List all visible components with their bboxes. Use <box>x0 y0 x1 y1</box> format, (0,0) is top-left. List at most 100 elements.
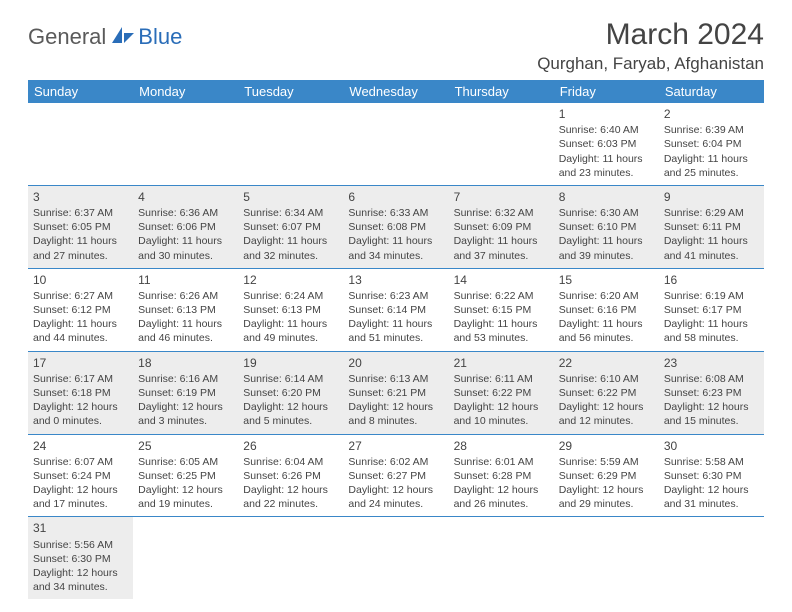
sunrise-text: Sunrise: 6:34 AM <box>243 206 338 220</box>
calendar-day-cell: 3Sunrise: 6:37 AMSunset: 6:05 PMDaylight… <box>28 185 133 268</box>
location: Qurghan, Faryab, Afghanistan <box>537 54 764 74</box>
daylight-line1: Daylight: 12 hours <box>243 483 338 497</box>
calendar-day-cell: 7Sunrise: 6:32 AMSunset: 6:09 PMDaylight… <box>449 185 554 268</box>
daylight-line1: Daylight: 12 hours <box>664 483 759 497</box>
sunset-text: Sunset: 6:23 PM <box>664 386 759 400</box>
sunset-text: Sunset: 6:14 PM <box>348 303 443 317</box>
sunrise-text: Sunrise: 6:20 AM <box>559 289 654 303</box>
sunrise-text: Sunrise: 6:14 AM <box>243 372 338 386</box>
sunset-text: Sunset: 6:09 PM <box>454 220 549 234</box>
sunset-text: Sunset: 6:24 PM <box>33 469 128 483</box>
weekday-header: Friday <box>554 80 659 103</box>
sunset-text: Sunset: 6:29 PM <box>559 469 654 483</box>
calendar-day-cell: 5Sunrise: 6:34 AMSunset: 6:07 PMDaylight… <box>238 185 343 268</box>
sunrise-text: Sunrise: 5:56 AM <box>33 538 128 552</box>
sunrise-text: Sunrise: 6:19 AM <box>664 289 759 303</box>
daylight-line1: Daylight: 11 hours <box>138 234 233 248</box>
day-number: 16 <box>664 272 759 288</box>
sunrise-text: Sunrise: 6:08 AM <box>664 372 759 386</box>
calendar-empty-cell <box>554 517 659 599</box>
daylight-line1: Daylight: 11 hours <box>454 234 549 248</box>
calendar-day-cell: 13Sunrise: 6:23 AMSunset: 6:14 PMDayligh… <box>343 268 448 351</box>
calendar-table: SundayMondayTuesdayWednesdayThursdayFrid… <box>28 80 764 599</box>
daylight-line1: Daylight: 11 hours <box>559 317 654 331</box>
daylight-line1: Daylight: 11 hours <box>243 234 338 248</box>
sunrise-text: Sunrise: 6:36 AM <box>138 206 233 220</box>
daylight-line2: and 29 minutes. <box>559 497 654 511</box>
sunset-text: Sunset: 6:22 PM <box>454 386 549 400</box>
sunset-text: Sunset: 6:21 PM <box>348 386 443 400</box>
day-number: 5 <box>243 189 338 205</box>
calendar-week-row: 1Sunrise: 6:40 AMSunset: 6:03 PMDaylight… <box>28 103 764 185</box>
sunset-text: Sunset: 6:28 PM <box>454 469 549 483</box>
weekday-header-row: SundayMondayTuesdayWednesdayThursdayFrid… <box>28 80 764 103</box>
day-number: 7 <box>454 189 549 205</box>
daylight-line1: Daylight: 12 hours <box>559 400 654 414</box>
calendar-empty-cell <box>133 103 238 185</box>
daylight-line2: and 15 minutes. <box>664 414 759 428</box>
weekday-header: Wednesday <box>343 80 448 103</box>
calendar-empty-cell <box>28 103 133 185</box>
daylight-line2: and 22 minutes. <box>243 497 338 511</box>
day-number: 23 <box>664 355 759 371</box>
sunset-text: Sunset: 6:13 PM <box>138 303 233 317</box>
calendar-day-cell: 29Sunrise: 5:59 AMSunset: 6:29 PMDayligh… <box>554 434 659 517</box>
day-number: 10 <box>33 272 128 288</box>
calendar-day-cell: 31Sunrise: 5:56 AMSunset: 6:30 PMDayligh… <box>28 517 133 599</box>
calendar-empty-cell <box>449 103 554 185</box>
calendar-day-cell: 10Sunrise: 6:27 AMSunset: 6:12 PMDayligh… <box>28 268 133 351</box>
day-number: 31 <box>33 520 128 536</box>
sunset-text: Sunset: 6:08 PM <box>348 220 443 234</box>
day-number: 1 <box>559 106 654 122</box>
sail-icon <box>110 25 136 50</box>
day-number: 15 <box>559 272 654 288</box>
calendar-day-cell: 26Sunrise: 6:04 AMSunset: 6:26 PMDayligh… <box>238 434 343 517</box>
daylight-line1: Daylight: 11 hours <box>348 234 443 248</box>
day-number: 14 <box>454 272 549 288</box>
daylight-line1: Daylight: 11 hours <box>664 234 759 248</box>
calendar-day-cell: 4Sunrise: 6:36 AMSunset: 6:06 PMDaylight… <box>133 185 238 268</box>
sunset-text: Sunset: 6:15 PM <box>454 303 549 317</box>
daylight-line1: Daylight: 12 hours <box>454 400 549 414</box>
daylight-line1: Daylight: 11 hours <box>559 152 654 166</box>
calendar-day-cell: 6Sunrise: 6:33 AMSunset: 6:08 PMDaylight… <box>343 185 448 268</box>
calendar-empty-cell <box>343 103 448 185</box>
calendar-week-row: 31Sunrise: 5:56 AMSunset: 6:30 PMDayligh… <box>28 517 764 599</box>
calendar-day-cell: 15Sunrise: 6:20 AMSunset: 6:16 PMDayligh… <box>554 268 659 351</box>
calendar-empty-cell <box>343 517 448 599</box>
day-number: 29 <box>559 438 654 454</box>
calendar-day-cell: 23Sunrise: 6:08 AMSunset: 6:23 PMDayligh… <box>659 351 764 434</box>
sunrise-text: Sunrise: 6:33 AM <box>348 206 443 220</box>
daylight-line2: and 23 minutes. <box>559 166 654 180</box>
sunset-text: Sunset: 6:26 PM <box>243 469 338 483</box>
daylight-line2: and 0 minutes. <box>33 414 128 428</box>
daylight-line2: and 27 minutes. <box>33 249 128 263</box>
calendar-empty-cell <box>449 517 554 599</box>
calendar-day-cell: 12Sunrise: 6:24 AMSunset: 6:13 PMDayligh… <box>238 268 343 351</box>
sunrise-text: Sunrise: 6:05 AM <box>138 455 233 469</box>
daylight-line1: Daylight: 12 hours <box>33 483 128 497</box>
day-number: 12 <box>243 272 338 288</box>
daylight-line2: and 37 minutes. <box>454 249 549 263</box>
daylight-line1: Daylight: 12 hours <box>348 483 443 497</box>
header: General Blue March 2024 Qurghan, Faryab,… <box>28 18 764 74</box>
sunset-text: Sunset: 6:11 PM <box>664 220 759 234</box>
daylight-line2: and 10 minutes. <box>454 414 549 428</box>
day-number: 11 <box>138 272 233 288</box>
sunrise-text: Sunrise: 6:29 AM <box>664 206 759 220</box>
day-number: 4 <box>138 189 233 205</box>
sunrise-text: Sunrise: 6:40 AM <box>559 123 654 137</box>
daylight-line2: and 51 minutes. <box>348 331 443 345</box>
calendar-day-cell: 14Sunrise: 6:22 AMSunset: 6:15 PMDayligh… <box>449 268 554 351</box>
day-number: 27 <box>348 438 443 454</box>
day-number: 3 <box>33 189 128 205</box>
daylight-line1: Daylight: 11 hours <box>243 317 338 331</box>
daylight-line2: and 56 minutes. <box>559 331 654 345</box>
day-number: 19 <box>243 355 338 371</box>
sunrise-text: Sunrise: 5:59 AM <box>559 455 654 469</box>
sunrise-text: Sunrise: 6:22 AM <box>454 289 549 303</box>
daylight-line1: Daylight: 12 hours <box>138 400 233 414</box>
sunset-text: Sunset: 6:30 PM <box>664 469 759 483</box>
logo: General Blue <box>28 18 182 50</box>
sunrise-text: Sunrise: 6:02 AM <box>348 455 443 469</box>
